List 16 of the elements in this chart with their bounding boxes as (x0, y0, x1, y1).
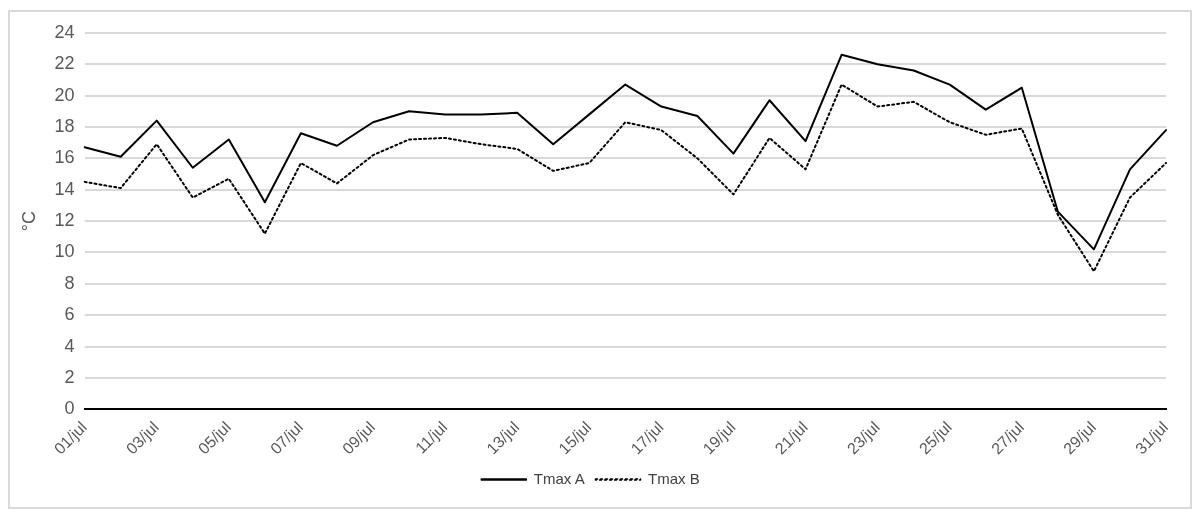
y-axis-title: °C (18, 210, 39, 232)
y-tick-label: 18 (54, 115, 75, 136)
y-tick-label: 16 (54, 147, 75, 168)
y-tick-label: 12 (54, 210, 75, 231)
y-tick-label: 24 (54, 21, 75, 42)
legend-label: Tmax A (533, 469, 585, 487)
y-tick-label: 14 (54, 178, 75, 199)
y-tick-label: 6 (64, 304, 75, 325)
y-tick-label: 22 (54, 53, 75, 74)
y-tick-label: 0 (64, 398, 75, 419)
legend-label: Tmax B (648, 469, 700, 487)
y-tick-label: 2 (64, 366, 75, 387)
y-tick-label: 20 (54, 84, 75, 105)
y-tick-label: 8 (64, 272, 75, 293)
y-tick-label: 4 (64, 335, 75, 356)
y-tick-label: 10 (54, 241, 75, 262)
